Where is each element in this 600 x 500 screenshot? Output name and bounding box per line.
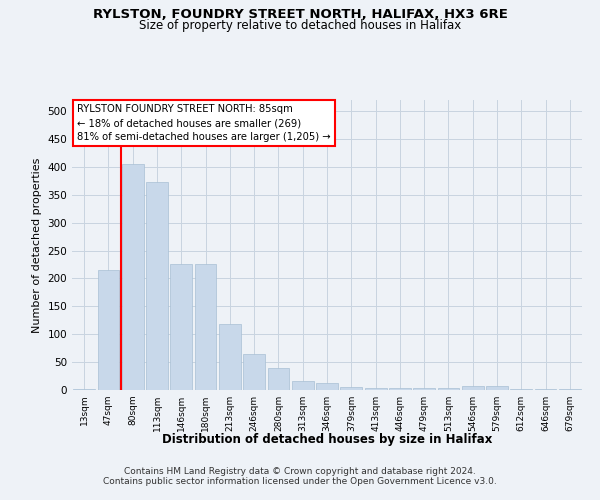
Bar (316, 384, 338, 390)
Bar (146, 182, 168, 390)
Text: Distribution of detached houses by size in Halifax: Distribution of detached houses by size … (162, 432, 492, 446)
Text: RYLSTON, FOUNDRY STREET NORTH, HALIFAX, HX3 6RE: RYLSTON, FOUNDRY STREET NORTH, HALIFAX, … (92, 8, 508, 20)
Bar (292, 380, 314, 390)
Text: Size of property relative to detached houses in Halifax: Size of property relative to detached ho… (139, 18, 461, 32)
Bar (243, 354, 265, 390)
Bar (170, 264, 192, 390)
Bar (219, 324, 241, 390)
Bar (268, 368, 289, 390)
Bar (194, 264, 217, 390)
Bar (73, 389, 95, 390)
Bar (413, 388, 435, 390)
Bar (389, 388, 411, 390)
Bar (559, 389, 581, 390)
Bar (437, 388, 460, 390)
Y-axis label: Number of detached properties: Number of detached properties (32, 158, 42, 332)
Text: Contains public sector information licensed under the Open Government Licence v3: Contains public sector information licen… (103, 478, 497, 486)
Bar (122, 164, 143, 390)
Bar (462, 386, 484, 390)
Bar (511, 389, 532, 390)
Text: Contains HM Land Registry data © Crown copyright and database right 2024.: Contains HM Land Registry data © Crown c… (124, 468, 476, 476)
Bar (486, 386, 508, 390)
Bar (340, 386, 362, 390)
Bar (97, 270, 119, 390)
Text: RYLSTON FOUNDRY STREET NORTH: 85sqm
← 18% of detached houses are smaller (269)
8: RYLSTON FOUNDRY STREET NORTH: 85sqm ← 18… (77, 104, 331, 142)
Bar (365, 388, 386, 390)
